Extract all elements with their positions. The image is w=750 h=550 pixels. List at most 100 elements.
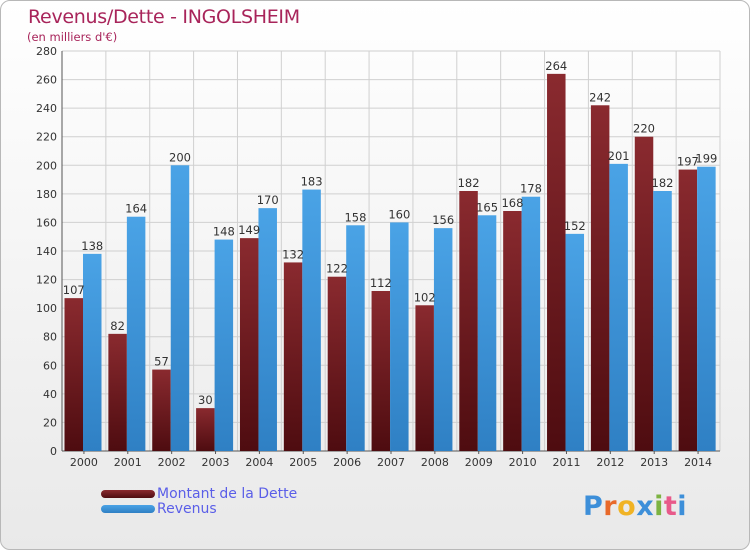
proxiti-logo: Proxiti [583,491,687,522]
data-label-revenus: 158 [344,210,366,224]
x-tick-label: 2002 [158,456,186,469]
data-label-dette: 132 [282,247,304,261]
data-label-revenus: 156 [432,213,454,227]
data-label-dette: 82 [110,319,125,333]
bar-dette [459,191,478,451]
bar-revenus [565,233,585,451]
bar-dette [371,291,391,451]
bar-dette [590,105,610,452]
y-tick-label: 100 [36,302,57,315]
bar-dette [503,211,522,451]
bar-revenus [697,166,716,451]
legend-label-revenus: Revenus [157,501,217,517]
bar-revenus [609,163,628,451]
data-label-dette: 30 [198,393,213,407]
bar-revenus [653,191,672,451]
data-label-dette: 122 [326,262,348,276]
bar-revenus [83,253,102,451]
y-tick-label: 160 [36,216,57,229]
bar-dette [196,408,215,451]
legend-swatch-revenus [101,505,155,513]
bar-revenus [126,216,146,451]
bar-dette [283,262,303,451]
x-tick-label: 2007 [377,456,405,469]
bar-dette [239,238,259,451]
bar-dette [64,298,83,451]
data-label-revenus: 199 [695,152,717,166]
data-label-revenus: 170 [257,193,279,207]
bar-revenus [258,208,277,451]
bar-revenus [214,239,234,451]
chart-title: Revenus/Dette - INGOLSHEIM [28,6,300,28]
bar-dette [547,73,566,451]
legend-swatch-dette [101,490,155,498]
y-tick-label: 20 [43,416,57,429]
legend-label-dette: Montant de la Dette [157,486,298,502]
bar-dette [327,276,347,451]
y-tick-label: 40 [43,388,57,401]
x-tick-label: 2010 [509,456,537,469]
x-tick-label: 2003 [202,456,230,469]
data-label-revenus: 183 [301,175,323,189]
bar-revenus [521,196,541,451]
data-label-revenus: 165 [476,200,498,214]
data-label-dette: 112 [370,276,392,290]
bar-revenus [302,189,321,452]
bar-revenus [170,165,190,452]
data-label-dette: 149 [238,223,260,237]
logo-letter: i [654,491,664,522]
data-label-dette: 264 [545,59,567,73]
data-label-revenus: 152 [564,219,586,233]
logo-letter: t [663,491,678,522]
x-tick-label: 2004 [245,456,273,469]
data-label-dette: 220 [633,122,655,136]
y-tick-label: 60 [43,359,57,372]
data-label-dette: 168 [501,196,523,210]
data-label-revenus: 178 [520,182,542,196]
data-label-dette: 242 [589,90,611,104]
data-label-dette: 182 [458,176,480,190]
y-tick-label: 220 [36,131,57,144]
y-tick-label: 120 [36,274,57,287]
logo-letter: i [677,491,688,522]
y-tick-label: 180 [36,188,57,201]
logo-letter: o [617,491,637,522]
y-tick-label: 280 [36,45,57,58]
x-tick-label: 2012 [596,456,624,469]
logo-letter: P [583,491,604,522]
logo-letter: x [636,491,655,522]
bar-revenus [390,222,409,451]
data-label-revenus: 148 [213,225,235,239]
y-tick-label: 260 [36,74,57,87]
x-tick-label: 2014 [684,456,712,469]
data-label-revenus: 200 [169,150,191,164]
bar-revenus [346,225,365,451]
data-label-revenus: 164 [125,202,147,216]
x-tick-label: 2011 [552,456,580,469]
x-tick-label: 2006 [333,456,361,469]
data-label-dette: 102 [414,290,436,304]
data-label-revenus: 138 [81,239,103,253]
bar-dette [108,333,127,451]
data-label-dette: 197 [677,155,699,169]
bar-revenus [433,228,453,451]
bar-dette [678,169,698,452]
x-tick-label: 2008 [421,456,449,469]
chart-subtitle: (en milliers d'€) [27,30,118,44]
data-label-dette: 57 [154,355,169,369]
y-tick-label: 0 [50,445,57,458]
y-tick-label: 140 [36,245,57,258]
bar-revenus [477,215,497,451]
y-tick-label: 200 [36,159,57,172]
data-label-dette: 107 [63,283,85,297]
data-label-revenus: 160 [388,207,410,221]
x-tick-label: 2001 [114,456,142,469]
y-tick-label: 240 [36,102,57,115]
y-tick-label: 80 [43,331,57,344]
x-tick-label: 2009 [465,456,493,469]
x-tick-label: 2005 [289,456,317,469]
data-label-revenus: 201 [608,149,630,163]
x-tick-label: 2013 [640,456,668,469]
